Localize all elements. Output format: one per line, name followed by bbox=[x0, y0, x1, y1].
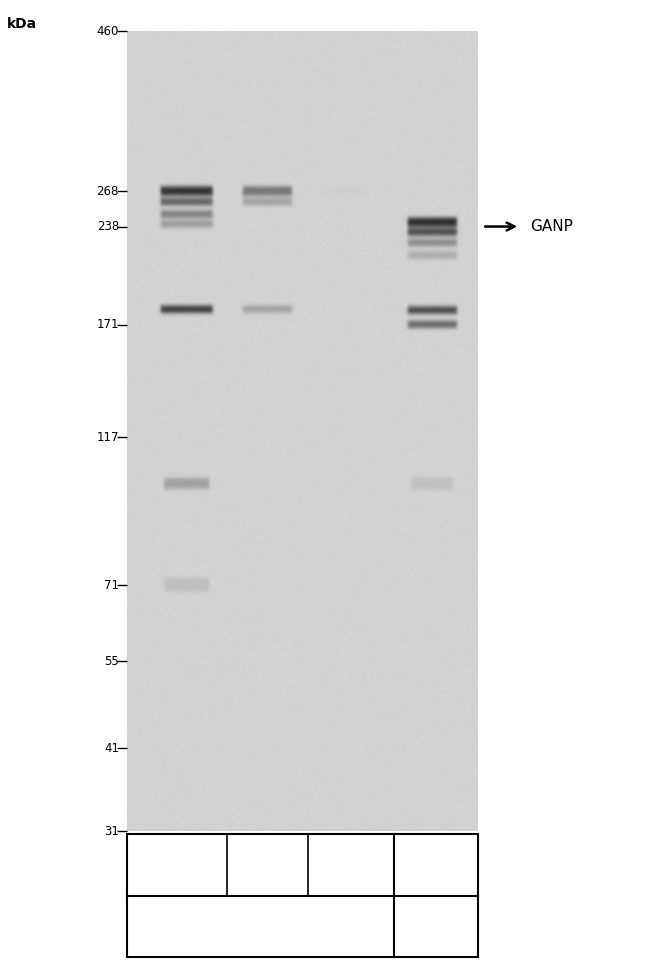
Text: 71: 71 bbox=[104, 578, 119, 592]
Text: kDa: kDa bbox=[6, 17, 36, 31]
Text: 55: 55 bbox=[104, 654, 119, 668]
Text: T: T bbox=[428, 920, 437, 934]
Text: 41: 41 bbox=[104, 742, 119, 754]
Text: HeLa: HeLa bbox=[246, 920, 285, 934]
Text: 171: 171 bbox=[96, 318, 119, 331]
Text: 31: 31 bbox=[104, 824, 119, 838]
Text: 50: 50 bbox=[177, 857, 196, 872]
Text: 5: 5 bbox=[339, 857, 349, 872]
Bar bbox=[127, 834, 478, 957]
Text: 50: 50 bbox=[422, 857, 442, 872]
Text: GANP: GANP bbox=[530, 219, 573, 234]
Text: 238: 238 bbox=[97, 220, 119, 233]
Text: 117: 117 bbox=[96, 431, 119, 443]
Text: 15: 15 bbox=[257, 857, 277, 872]
Text: 268: 268 bbox=[97, 185, 119, 198]
Text: 460: 460 bbox=[97, 24, 119, 38]
